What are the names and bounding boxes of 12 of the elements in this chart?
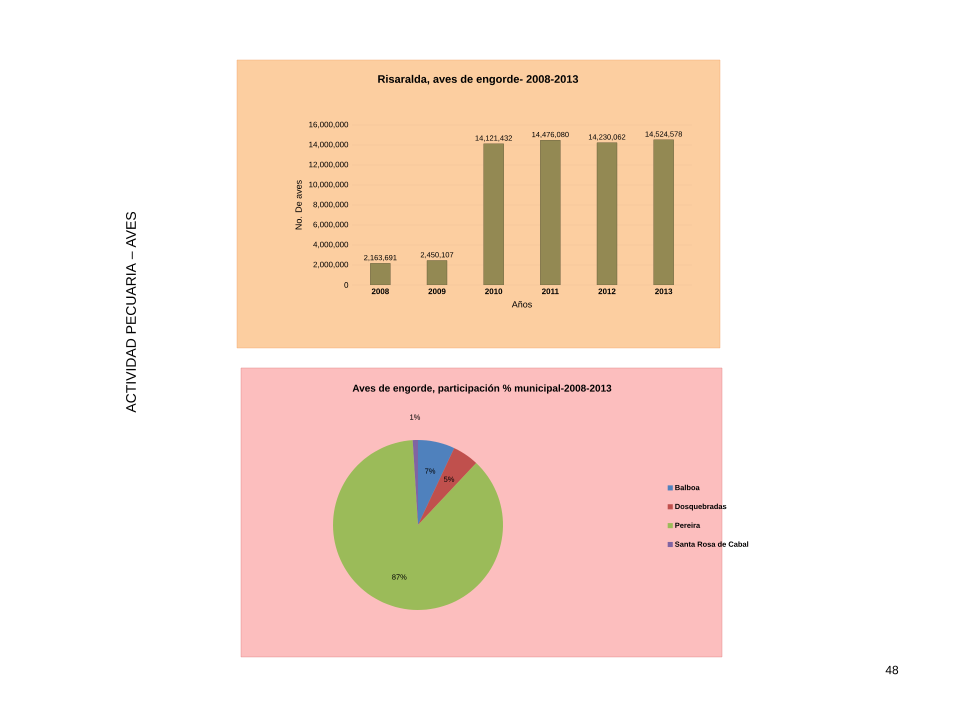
bar: [596, 142, 618, 285]
bar: [653, 140, 674, 285]
text: 48: [886, 666, 898, 674]
chart-title: Aves de engorde, participación % municipal-2008-2013: [352, 384, 612, 394]
y-axis-title: No. De aves: [295, 180, 302, 230]
text: ACTIVIDAD PECUARIA – AVES: [126, 212, 136, 413]
x-axis-title: Años: [512, 300, 532, 308]
bar: [540, 140, 561, 285]
bar: [483, 144, 504, 285]
bar: [370, 263, 391, 285]
bar: [426, 260, 448, 285]
chart-title: Risaralda, aves de engorde- 2008-2013: [378, 74, 578, 86]
